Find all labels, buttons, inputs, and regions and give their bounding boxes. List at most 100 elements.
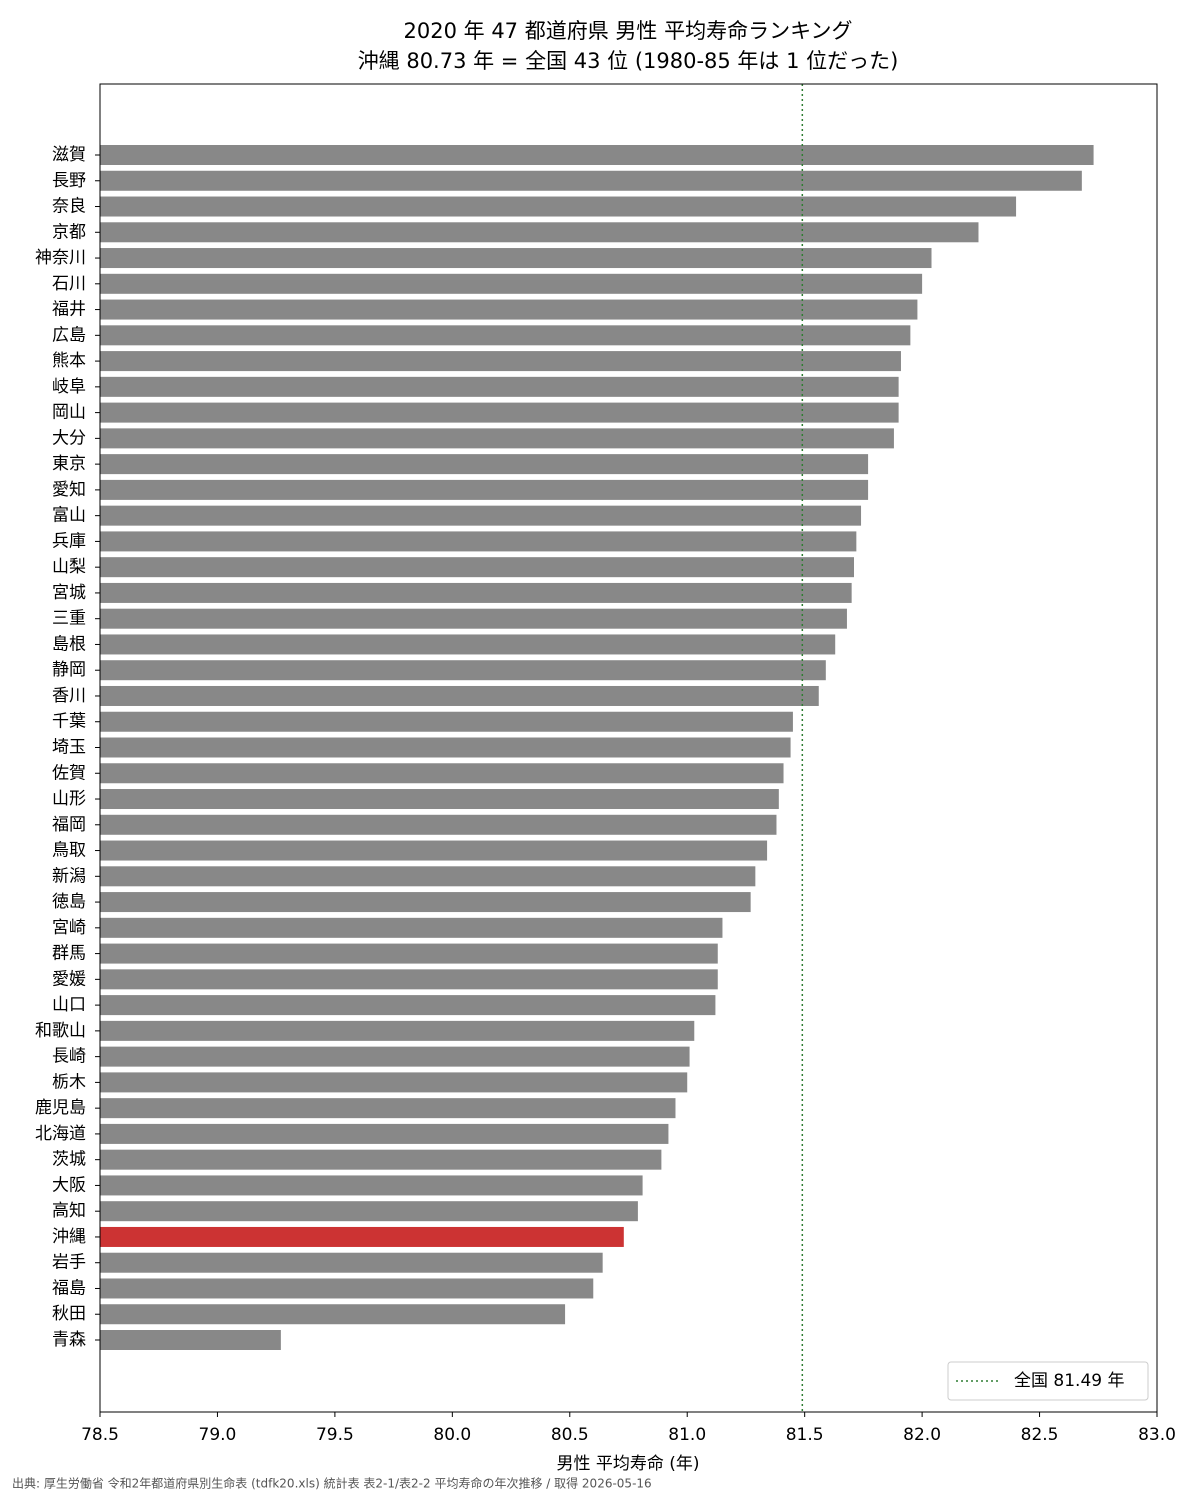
y-tick-label: 東京 [52, 454, 86, 474]
plot-frame [99, 83, 1158, 1413]
y-tick-label: 山梨 [52, 557, 86, 577]
bar [100, 1046, 690, 1067]
bar [100, 892, 751, 913]
y-tick-label: 山形 [52, 789, 86, 809]
x-tick-label: 80.5 [551, 1425, 589, 1445]
bar [100, 145, 1094, 165]
y-tick-label: 滋賀 [52, 145, 86, 165]
bar [100, 608, 847, 629]
y-tick-label: 新潟 [52, 866, 86, 886]
bar [100, 917, 723, 938]
bar [100, 1175, 643, 1196]
bar [100, 428, 894, 449]
y-tick-label: 高知 [52, 1201, 86, 1221]
bar [100, 840, 768, 861]
y-tick-label: 京都 [52, 222, 86, 242]
legend-box [947, 1361, 1149, 1401]
bar [100, 557, 854, 578]
y-tick-label: 静岡 [52, 660, 86, 680]
bar [100, 1330, 281, 1350]
bar [100, 299, 918, 320]
bar [100, 789, 779, 810]
bar [100, 1123, 669, 1144]
y-tick-label: 愛知 [52, 480, 86, 500]
y-tick-label: 石川 [52, 274, 86, 294]
chart-title: 2020 年 47 都道府県 男性 平均寿命ランキング [404, 19, 853, 43]
x-tick-label: 82.5 [1021, 1425, 1059, 1445]
y-tick-label: 島根 [52, 634, 86, 654]
y-tick-label: 栃木 [52, 1072, 86, 1092]
bar [100, 660, 826, 681]
x-tick-label: 79.0 [199, 1425, 237, 1445]
bar [100, 995, 716, 1016]
y-tick-label: 愛媛 [52, 969, 86, 989]
bar [100, 969, 718, 990]
y-tick-label: 徳島 [52, 892, 86, 912]
bar [100, 531, 857, 552]
x-tick-label: 82.0 [903, 1425, 941, 1445]
bar [100, 1201, 638, 1222]
y-tick-label: 埼玉 [52, 738, 86, 758]
bar [100, 634, 836, 655]
x-tick-label: 81.5 [786, 1425, 824, 1445]
y-tick-label: 香川 [52, 686, 86, 706]
y-tick-label: 鹿児島 [35, 1098, 86, 1118]
y-tick-label: 北海道 [35, 1124, 86, 1144]
bar [100, 1098, 676, 1119]
x-tick-label: 81.0 [668, 1425, 706, 1445]
y-tick-label: 秋田 [52, 1304, 86, 1324]
chart-subtitle: 沖縄 80.73 年 = 全国 43 位 (1980-85 年は 1 位だった) [358, 49, 899, 73]
y-tick-label: 岡山 [52, 403, 86, 423]
y-tick-label: 青森 [52, 1330, 86, 1350]
bar [100, 763, 784, 784]
bar [100, 866, 756, 887]
bar [100, 737, 791, 758]
y-tick-label: 熊本 [52, 351, 86, 371]
source-note: 出典: 厚生労働省 令和2年都道府県別生命表 (tdfk20.xls) 統計表 … [12, 1476, 652, 1491]
y-tick-label: 沖縄 [52, 1227, 86, 1247]
bar [100, 1304, 566, 1325]
bar [100, 1278, 594, 1299]
y-tick-label: 和歌山 [35, 1021, 86, 1041]
bar [100, 248, 932, 269]
bar [100, 814, 777, 835]
bar [100, 325, 911, 346]
bar [100, 170, 1082, 191]
bar [100, 505, 862, 526]
x-tick-label: 79.5 [316, 1425, 354, 1445]
legend-label: 全国 81.49 年 [1014, 1371, 1124, 1391]
y-tick-label: 大分 [52, 428, 86, 448]
y-tick-label: 福島 [52, 1278, 86, 1298]
y-tick-label: 兵庫 [52, 531, 86, 551]
bar [100, 1072, 688, 1093]
y-tick-label: 福井 [52, 300, 86, 320]
bar [100, 943, 718, 964]
y-tick-label: 佐賀 [52, 763, 86, 783]
bar [100, 196, 1017, 217]
y-tick-label: 山口 [52, 995, 86, 1015]
y-tick-label: 大阪 [52, 1175, 86, 1195]
y-tick-label: 宮城 [52, 583, 86, 603]
y-tick-label: 茨城 [52, 1150, 86, 1170]
y-tick-label: 岐阜 [52, 377, 86, 397]
y-tick-label: 奈良 [52, 197, 86, 217]
bar [100, 711, 793, 732]
y-tick-label: 群馬 [52, 944, 86, 964]
y-tick-label: 岩手 [52, 1253, 86, 1273]
bar [100, 1149, 662, 1170]
bar [100, 479, 869, 500]
x-tick-label: 80.0 [433, 1425, 471, 1445]
y-tick-label: 長崎 [52, 1047, 86, 1067]
x-axis-label: 男性 平均寿命 (年) [556, 1454, 699, 1474]
x-tick-label: 83.0 [1138, 1425, 1176, 1445]
bar [100, 351, 901, 372]
bar [100, 1252, 603, 1273]
y-tick-label: 富山 [52, 506, 86, 526]
bar [100, 222, 979, 243]
y-tick-label: 長野 [52, 171, 86, 191]
bar [100, 454, 869, 475]
bar [100, 376, 899, 397]
bar [100, 402, 899, 423]
y-tick-label: 鳥取 [52, 841, 86, 861]
